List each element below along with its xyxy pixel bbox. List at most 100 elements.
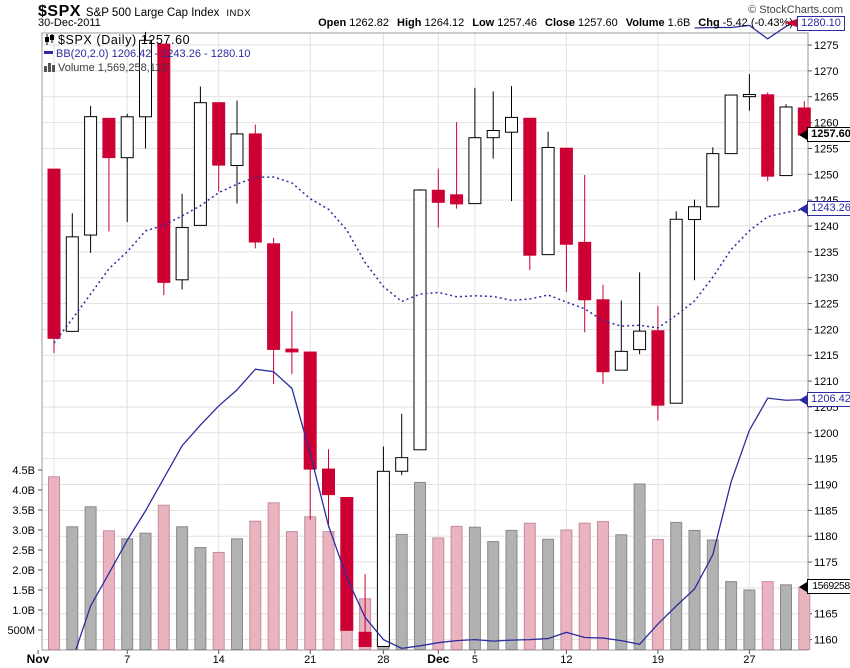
volume-value-tag: 1569258 — [799, 579, 850, 594]
tag-notch-icon — [799, 129, 807, 140]
index-name: S&P 500 Large Cap Index — [85, 7, 220, 19]
volume-bar — [725, 581, 738, 650]
volume-bar — [706, 539, 719, 650]
price-axis-label: 1250 — [814, 169, 838, 181]
volume-bar — [578, 522, 591, 651]
date-axis-label: Dec — [427, 652, 449, 666]
legend-price-text: $SPX (Daily) 1257.60 — [58, 33, 191, 47]
volume-bar — [633, 483, 646, 650]
candle-body — [578, 241, 592, 301]
legend-volume-text: Volume 1,569,258,112 — [58, 62, 168, 74]
candle-body — [669, 218, 683, 404]
candle-body — [376, 470, 390, 647]
candle-body — [65, 236, 79, 332]
candle-body — [175, 227, 189, 281]
volume-bar — [322, 531, 335, 650]
candle-body — [193, 102, 207, 226]
date-axis-label: 27 — [743, 654, 755, 666]
quote-volume: Volume 1.6B — [625, 17, 691, 29]
candle-body — [139, 39, 152, 118]
date-axis-label: 14 — [213, 654, 225, 666]
price-axis-label: 1200 — [814, 428, 838, 440]
volume-axis-label: 3.0B — [12, 525, 35, 537]
chart-date: 30-Dec-2011 — [38, 17, 101, 29]
candle-body — [120, 116, 134, 159]
stockcharts-credit: © StockCharts.com — [748, 4, 843, 16]
candlestick-icon — [44, 34, 55, 48]
date-axis-label: 21 — [304, 654, 316, 666]
tag-notch-icon — [799, 203, 807, 214]
legend-bb-row: BB(20,2.0) 1206.42 - 1243.26 - 1280.10 — [44, 48, 250, 62]
date-axis-label: 5 — [472, 654, 478, 666]
volume-axis-label: 2.5B — [12, 545, 35, 557]
volume-bar — [615, 534, 628, 650]
candle-body — [450, 194, 464, 205]
price-axis-label: 1235 — [814, 247, 838, 259]
candle-body — [779, 106, 793, 177]
volume-bar — [304, 516, 317, 650]
volume-axis-label: 500M — [7, 625, 35, 637]
volume-axis-label: 3.5B — [12, 505, 35, 517]
volume-bar — [780, 584, 792, 650]
candle-body — [47, 168, 61, 339]
candle-body — [468, 137, 482, 205]
candle-body — [742, 94, 756, 98]
price-axis-label: 1230 — [814, 273, 838, 285]
candle-body — [285, 348, 299, 353]
tag-notch-icon — [799, 394, 807, 405]
candle-body — [230, 133, 244, 167]
upper-band-price-tag: 1280.10 — [797, 16, 845, 31]
candle-body — [724, 94, 738, 155]
date-axis-label: 12 — [560, 654, 572, 666]
volume-bar — [414, 481, 426, 650]
bb-line-swatch — [44, 51, 53, 54]
volume-bar — [597, 521, 609, 650]
candle-body — [413, 189, 427, 451]
price-axis-label: 1260 — [814, 118, 838, 130]
volume-bar — [432, 537, 445, 650]
legend-price-row: $SPX (Daily) 1257.60 — [44, 33, 250, 47]
ohlc-quote-row: Open 1262.82 High 1264.12 Low 1257.46 Close… — [318, 17, 793, 29]
legend-volume-row: Volume 1,569,258,112 — [44, 62, 250, 76]
candle-body — [633, 330, 647, 351]
volume-bar — [487, 541, 500, 650]
candle-body — [761, 94, 775, 177]
candle-body — [505, 116, 518, 133]
volume-axis-label: 2.0B — [12, 565, 35, 577]
bb-middle-band-line — [53, 176, 805, 344]
price-axis-label: 1225 — [814, 299, 838, 311]
candle-body — [541, 146, 555, 256]
price-axis-label: 1165 — [814, 609, 838, 621]
volume-bar — [249, 520, 262, 651]
quote-high: High 1264.12 — [397, 17, 465, 29]
price-axis-label: 1185 — [814, 505, 838, 517]
candle-body — [651, 330, 665, 406]
chart-title: $SPX S&P 500 Large Cap Index INDX — [38, 3, 251, 21]
legend: $SPX (Daily) 1257.60 BB(20,2.0) 1206.42 … — [44, 33, 250, 76]
volume-bars-icon — [44, 62, 55, 75]
volume-bar — [505, 529, 518, 651]
candle-body — [688, 206, 701, 221]
price-axis-label: 1190 — [814, 479, 838, 491]
volume-bar — [66, 526, 79, 650]
volume-axis-label: 4.0B — [12, 485, 35, 497]
candle-body — [102, 117, 116, 159]
quote-close: Close 1257.60 — [545, 17, 618, 29]
price-axis-label: 1220 — [814, 324, 838, 336]
lower-band-price-tag: 1206.42 — [799, 392, 850, 407]
volume-bar — [102, 530, 115, 650]
candle-body — [614, 350, 628, 371]
volume-bar — [157, 504, 170, 651]
candle-body — [322, 468, 335, 496]
bb-lower-band-line — [75, 368, 805, 650]
candle-body — [84, 116, 98, 236]
volume-bar — [450, 525, 463, 651]
volume-axis-label: 4.5B — [12, 465, 35, 477]
last-price-tag: 1257.60 — [799, 127, 850, 142]
change-down-arrow-icon — [785, 19, 797, 27]
candle-body — [431, 189, 445, 203]
price-axis-label: 1215 — [814, 350, 838, 362]
price-axis-label: 1160 — [814, 635, 838, 647]
volume-bar — [542, 538, 555, 651]
